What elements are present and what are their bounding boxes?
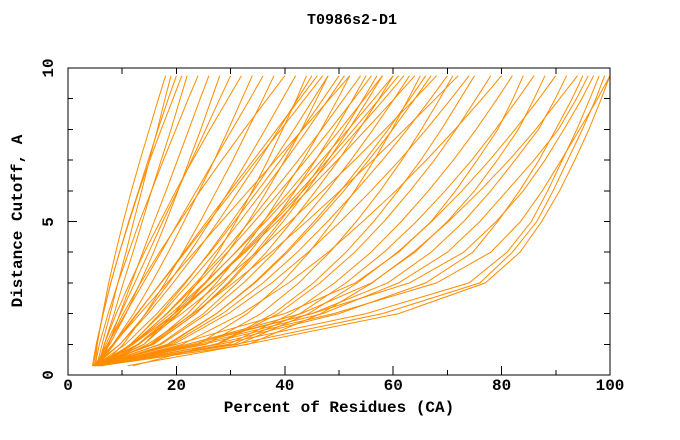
model-curve xyxy=(94,75,264,367)
model-curve xyxy=(100,75,611,367)
model-curve xyxy=(93,75,351,367)
model-curve xyxy=(95,75,232,367)
model-curve xyxy=(94,75,297,367)
model-curve xyxy=(97,75,394,367)
model-curve xyxy=(94,75,437,367)
model-curve xyxy=(94,75,470,367)
model-curve xyxy=(96,75,172,366)
model-curve xyxy=(94,75,595,367)
model-curve xyxy=(94,75,199,366)
model-curve xyxy=(102,75,459,367)
model-curve xyxy=(92,75,313,367)
x-tick-label: 0 xyxy=(63,377,73,395)
model-curve xyxy=(99,75,345,367)
model-curve xyxy=(95,75,600,367)
model-curve xyxy=(101,75,399,367)
x-tick-label: 20 xyxy=(166,377,186,395)
x-tick-label: 40 xyxy=(275,377,295,395)
y-tick-label: 0 xyxy=(40,370,58,380)
model-curve xyxy=(101,75,275,367)
model-curve xyxy=(92,75,253,367)
x-axis-title: Percent of Residues (CA) xyxy=(223,399,455,417)
model-curve xyxy=(93,75,183,366)
model-curve xyxy=(97,75,372,367)
y-tick-label: 5 xyxy=(40,216,58,227)
model-curve xyxy=(97,75,502,367)
model-curve xyxy=(94,75,589,367)
model-curve xyxy=(97,75,318,367)
model-curve xyxy=(95,75,492,367)
model-curve xyxy=(94,75,340,367)
x-tick-label: 80 xyxy=(491,377,512,395)
model-curve xyxy=(97,75,188,366)
y-axis-title: Distance Cutoff, A xyxy=(9,134,27,308)
model-curve xyxy=(102,75,383,367)
model-curve xyxy=(95,75,324,367)
model-curve xyxy=(97,75,606,367)
model-curve xyxy=(100,75,475,367)
model-curve xyxy=(92,75,416,367)
model-curve xyxy=(98,75,286,366)
model-curve xyxy=(93,75,221,367)
model-curve xyxy=(127,75,611,367)
model-curve xyxy=(94,75,378,367)
model-curve xyxy=(95,75,454,367)
model-curve xyxy=(94,75,394,367)
model-curve xyxy=(95,75,557,367)
model-curve xyxy=(102,75,329,367)
model-curve xyxy=(97,75,535,367)
x-tick-label: 60 xyxy=(383,377,403,395)
model-curve xyxy=(97,75,242,366)
y-tick-label: 10 xyxy=(40,58,58,78)
model-curve xyxy=(94,75,410,367)
model-curve xyxy=(132,75,584,367)
x-tick-label: 100 xyxy=(595,377,625,395)
model-curve xyxy=(97,75,421,367)
model-curve xyxy=(97,75,432,367)
plot-title: T0986s2-D1 xyxy=(306,12,397,29)
